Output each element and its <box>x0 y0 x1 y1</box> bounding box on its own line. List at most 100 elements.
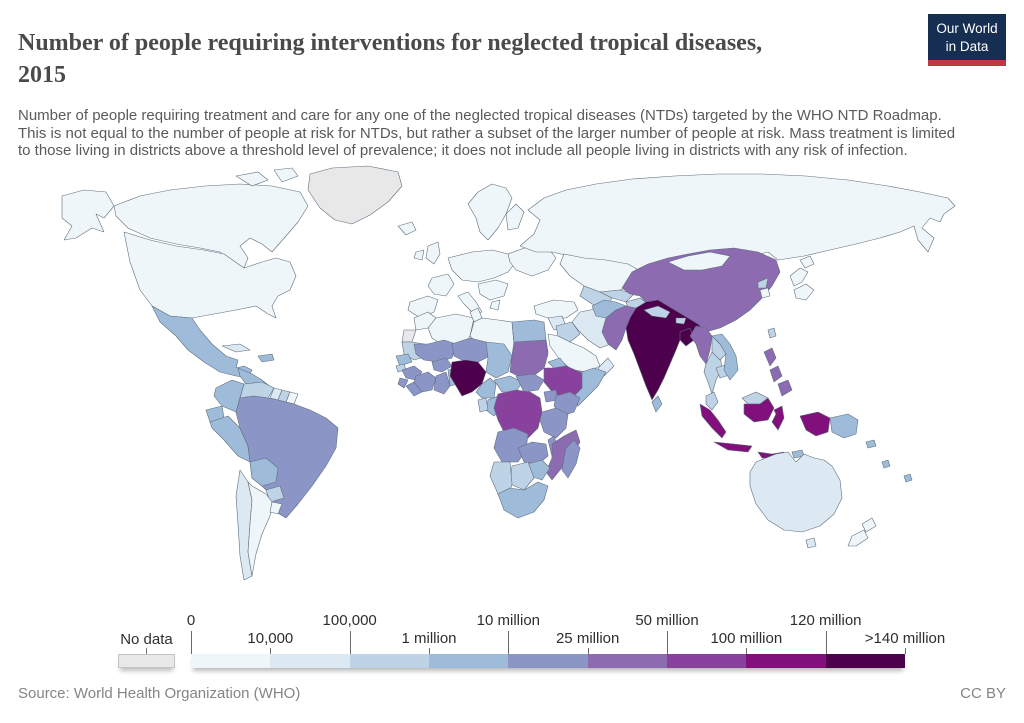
country-greece[interactable] <box>489 299 501 311</box>
country-indonesia[interactable] <box>771 405 785 431</box>
country-new-zealand[interactable] <box>847 529 869 547</box>
owid-logo-line2: in Data <box>945 38 989 54</box>
legend-segment[interactable] <box>191 654 271 668</box>
country-mali[interactable] <box>413 339 457 363</box>
country-bolivia[interactable] <box>249 457 279 487</box>
legend-segment[interactable] <box>587 654 667 668</box>
country-sudan[interactable] <box>509 339 549 377</box>
country-south-korea[interactable] <box>759 287 771 299</box>
country-france[interactable] <box>427 273 455 297</box>
country-sierra-leone[interactable] <box>397 377 409 389</box>
legend-no-data-swatch[interactable] <box>118 654 175 668</box>
country-balkans[interactable] <box>477 279 509 301</box>
country-ireland[interactable] <box>413 249 425 261</box>
legend-tick-line <box>429 648 430 654</box>
country-fiji[interactable] <box>903 473 913 483</box>
country-philippines[interactable] <box>769 365 783 383</box>
legend-tick-line <box>905 648 906 654</box>
legend-tick-line <box>667 631 668 654</box>
country-philippines[interactable] <box>763 347 777 367</box>
country-niger[interactable] <box>451 337 491 363</box>
country-australia[interactable] <box>749 451 843 533</box>
legend-segment[interactable] <box>666 654 747 668</box>
country-united-kingdom[interactable] <box>425 241 441 265</box>
country-mexico[interactable] <box>151 305 253 379</box>
country-malaysia[interactable] <box>705 391 719 411</box>
legend-tick-label: 50 million <box>635 612 699 629</box>
country-south-sudan[interactable] <box>515 373 545 393</box>
country-senegal[interactable] <box>395 353 413 367</box>
license-link[interactable]: CC BY <box>960 685 1006 702</box>
country-indonesia[interactable] <box>713 441 753 453</box>
country-burkina-faso[interactable] <box>431 357 453 373</box>
legend-segment[interactable] <box>508 654 588 668</box>
country-canada[interactable] <box>113 183 309 269</box>
country-philippines[interactable] <box>777 379 793 397</box>
country-south-africa[interactable] <box>497 481 549 519</box>
country-spain-portugal[interactable] <box>407 295 439 319</box>
country-cuba[interactable] <box>221 343 251 353</box>
country-solomon-islands[interactable] <box>865 439 877 449</box>
country-tanzania[interactable] <box>539 407 569 439</box>
country-nigeria[interactable] <box>449 359 487 397</box>
country-canada[interactable] <box>273 167 299 183</box>
country-sri-lanka[interactable] <box>651 395 663 413</box>
legend-tick-line <box>508 631 510 654</box>
country-cote-divoire[interactable] <box>413 371 437 393</box>
legend-tick-line <box>587 648 589 654</box>
country-italy[interactable] <box>457 291 483 315</box>
country-turkey[interactable] <box>533 299 579 319</box>
country-japan[interactable] <box>799 255 815 269</box>
legend-segment[interactable] <box>825 654 905 668</box>
country-iceland[interactable] <box>397 221 417 236</box>
country-western-sahara[interactable] <box>401 329 417 343</box>
legend-tick-line <box>270 648 272 654</box>
country-indonesia[interactable] <box>743 397 775 423</box>
country-central-african-republic[interactable] <box>493 375 523 393</box>
country-papua-new-guinea[interactable] <box>829 413 859 439</box>
country-madagascar[interactable] <box>561 439 581 479</box>
country-japan[interactable] <box>789 267 809 287</box>
country-new-zealand[interactable] <box>861 517 877 533</box>
country-vanuatu[interactable] <box>881 459 891 469</box>
country-haiti[interactable] <box>257 353 275 363</box>
country-chad[interactable] <box>485 341 513 379</box>
country-gabon[interactable] <box>477 397 489 413</box>
country-indonesia[interactable] <box>799 411 831 437</box>
country-argentina[interactable] <box>247 481 273 577</box>
country-indonesia[interactable] <box>699 403 727 439</box>
legend-segment[interactable] <box>428 654 509 668</box>
legend-segment[interactable] <box>349 654 429 668</box>
country-uzbekistan[interactable] <box>599 289 635 303</box>
country-somalia[interactable] <box>573 367 607 407</box>
legend-segment[interactable] <box>746 654 826 668</box>
country-uruguay[interactable] <box>269 501 283 515</box>
country-iraq[interactable] <box>555 321 581 343</box>
country-usa[interactable] <box>61 189 115 241</box>
country-north-korea[interactable] <box>757 277 769 289</box>
country-finland[interactable] <box>505 203 525 231</box>
country-norway-sweden[interactable] <box>467 183 513 241</box>
source-line: Source: World Health Organization (WHO) <box>18 685 301 702</box>
country-brazil[interactable] <box>235 395 339 519</box>
country-taiwan[interactable] <box>767 327 777 339</box>
country-vietnam[interactable] <box>711 333 739 381</box>
country-zambia[interactable] <box>517 441 549 465</box>
country-japan[interactable] <box>793 283 815 301</box>
country-australia[interactable] <box>805 537 817 549</box>
country-greenland[interactable] <box>307 165 403 225</box>
country-bangladesh[interactable] <box>679 327 695 347</box>
legend-segment[interactable] <box>270 654 350 668</box>
country-bhutan[interactable] <box>675 317 687 325</box>
country-dr-congo[interactable] <box>493 389 543 441</box>
country-nepal[interactable] <box>643 305 671 319</box>
country-venezuela[interactable] <box>239 381 275 399</box>
country-mongolia[interactable] <box>667 251 731 271</box>
country-central-europe[interactable] <box>447 249 517 283</box>
legend-tick-label: 10 million <box>476 612 541 629</box>
legend-no-data-tick <box>146 648 147 654</box>
country-ghana[interactable] <box>433 371 451 395</box>
owid-logo[interactable]: Our World in Data <box>928 14 1006 67</box>
country-canada[interactable] <box>235 171 269 187</box>
